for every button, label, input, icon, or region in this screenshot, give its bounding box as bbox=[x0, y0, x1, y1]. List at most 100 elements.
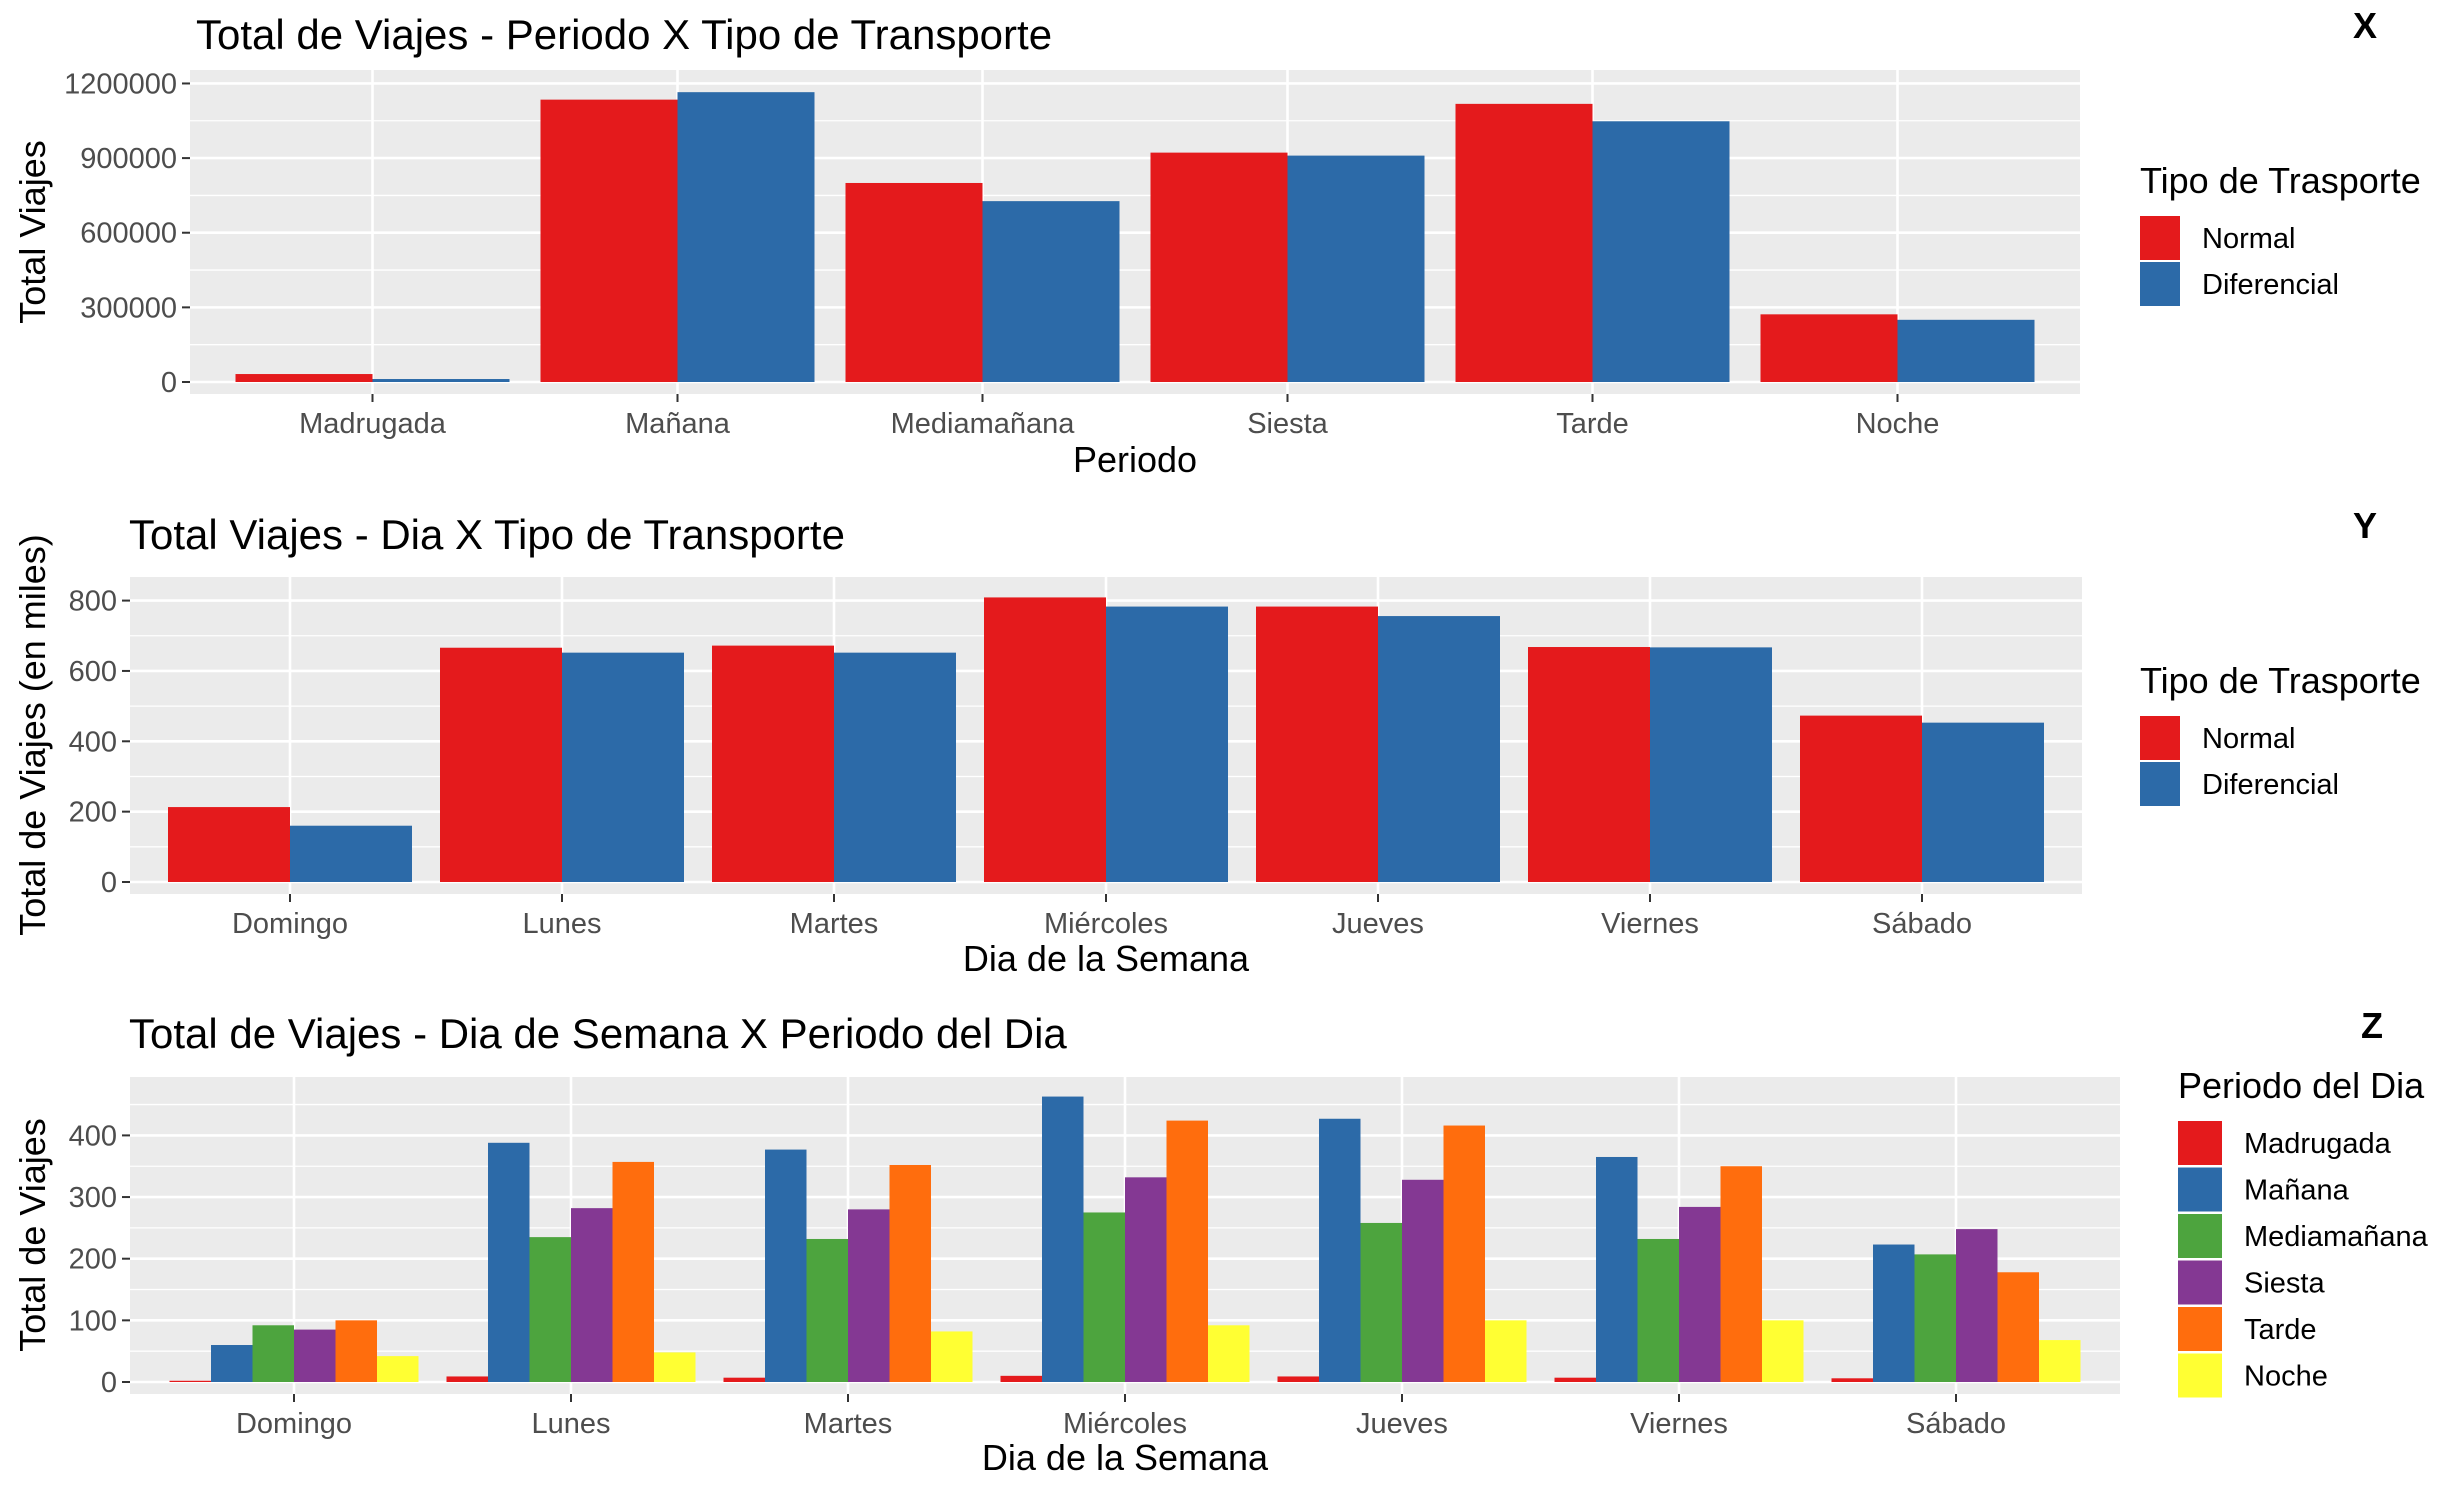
bar-madrugada-normal bbox=[235, 374, 373, 382]
legend-label-manana: Mañana bbox=[2244, 1175, 2350, 1207]
chart-title: Total de Viajes - Periodo X Tipo de Tran… bbox=[196, 11, 1052, 58]
bar-martes-mediamanana bbox=[806, 1238, 848, 1382]
bar-lunes-normal bbox=[440, 647, 562, 882]
x-axis-title: Dia de la Semana bbox=[963, 938, 1250, 979]
y-tick-label: 100 bbox=[69, 1305, 117, 1337]
legend: Periodo del Dia Madrugada Mañana Mediamaña… bbox=[2178, 1065, 2429, 1398]
x-tick-label-jueves: Jueves bbox=[1332, 908, 1424, 940]
bar-lunes-noche bbox=[654, 1352, 696, 1382]
bar-domingo-manana bbox=[211, 1345, 253, 1382]
panel-tag: Y bbox=[2353, 505, 2377, 546]
legend-label-diferencial: Diferencial bbox=[2202, 769, 2339, 801]
bars bbox=[235, 92, 2035, 383]
y-axis-ticks: 0 200 400 600 800 bbox=[69, 586, 130, 899]
legend-key-siesta bbox=[2178, 1260, 2222, 1305]
bar-jueves-mediamanana bbox=[1360, 1222, 1402, 1382]
chart-title: Total Viajes - Dia X Tipo de Transporte bbox=[129, 511, 845, 558]
bar-lunes-manana bbox=[488, 1142, 530, 1382]
bar-martes-madrugada bbox=[723, 1377, 765, 1382]
x-axis-title: Dia de la Semana bbox=[982, 1437, 1269, 1478]
bar-martes-manana bbox=[765, 1149, 807, 1382]
y-axis-title: Total de Viajes (en miles) bbox=[12, 534, 53, 936]
y-tick-label: 0 bbox=[161, 367, 177, 399]
bar-jueves-madrugada bbox=[1277, 1376, 1319, 1382]
x-tick-label-domingo: Domingo bbox=[232, 908, 348, 940]
legend-key-noche bbox=[2178, 1353, 2222, 1398]
y-axis-title: Total de Viajes bbox=[12, 1118, 53, 1352]
x-tick-label-lunes: Lunes bbox=[522, 908, 601, 940]
legend-label-tarde: Tarde bbox=[2244, 1314, 2317, 1346]
x-tick-label-miercoles: Miércoles bbox=[1063, 1408, 1187, 1440]
bar-lunes-siesta bbox=[571, 1208, 613, 1382]
bar-martes-normal bbox=[712, 645, 834, 882]
legend-key-normal bbox=[2140, 716, 2180, 760]
bar-sabado-madrugada bbox=[1831, 1378, 1873, 1382]
legend-label-siesta: Siesta bbox=[2244, 1268, 2325, 1300]
x-axis-ticks: Madrugada Mañana Mediamañana Siesta Tarde Noc… bbox=[299, 394, 1939, 440]
legend: Tipo de Trasporte Normal Diferencial bbox=[2140, 660, 2421, 806]
chart-dia-periodo: Total de Viajes - Dia de Semana X Period… bbox=[12, 1005, 2429, 1478]
bar-viernes-tarde bbox=[1720, 1166, 1762, 1382]
bar-martes-noche bbox=[931, 1331, 973, 1382]
y-axis-ticks: 0 100 200 300 400 bbox=[69, 1120, 130, 1399]
bar-miercoles-manana bbox=[1042, 1096, 1084, 1382]
bar-domingo-mediamanana bbox=[252, 1325, 294, 1382]
y-tick-label: 1200000 bbox=[64, 68, 177, 100]
bar-miercoles-diferencial bbox=[1106, 606, 1228, 882]
bar-sabado-manana bbox=[1873, 1244, 1915, 1382]
bar-lunes-mediamanana bbox=[529, 1237, 571, 1382]
bar-viernes-manana bbox=[1596, 1156, 1638, 1382]
chart-periodo-tipo: Total de Viajes - Periodo X Tipo de Tran… bbox=[12, 5, 2421, 480]
x-tick-label-miercoles: Miércoles bbox=[1044, 908, 1168, 940]
bar-miercoles-tarde bbox=[1166, 1120, 1208, 1382]
bar-domingo-normal bbox=[168, 807, 290, 882]
legend-key-diferencial bbox=[2140, 262, 2180, 306]
bar-tarde-normal bbox=[1455, 103, 1593, 383]
chart-dia-tipo: Total Viajes - Dia X Tipo de Transporte … bbox=[12, 505, 2421, 979]
y-tick-label: 400 bbox=[69, 726, 117, 758]
bar-domingo-madrugada bbox=[169, 1380, 211, 1382]
bar-miercoles-mediamanana bbox=[1083, 1212, 1125, 1382]
bar-jueves-noche bbox=[1485, 1320, 1527, 1382]
y-tick-label: 300 bbox=[69, 1182, 117, 1214]
bar-madrugada-diferencial bbox=[372, 379, 510, 382]
legend-label-madrugada: Madrugada bbox=[2244, 1128, 2392, 1160]
y-tick-label: 200 bbox=[69, 797, 117, 829]
y-tick-label: 600000 bbox=[80, 218, 177, 250]
bars bbox=[168, 597, 2044, 882]
y-axis-ticks: 0 300000 600000 900000 1200000 bbox=[64, 68, 190, 399]
bar-sabado-tarde bbox=[1997, 1272, 2039, 1382]
bar-siesta-normal bbox=[1150, 152, 1288, 382]
legend-key-mediamanana bbox=[2178, 1214, 2222, 1258]
bar-viernes-siesta bbox=[1679, 1206, 1721, 1382]
bar-sabado-noche bbox=[2039, 1340, 2081, 1382]
bar-viernes-madrugada bbox=[1554, 1377, 1596, 1382]
bar-jueves-siesta bbox=[1402, 1179, 1444, 1382]
bar-manana-normal bbox=[540, 99, 678, 382]
legend-label-normal: Normal bbox=[2202, 723, 2295, 755]
bar-jueves-diferencial bbox=[1378, 616, 1500, 882]
bar-sabado-diferencial bbox=[1922, 722, 2044, 882]
x-axis-ticks: Domingo Lunes Martes Miércoles Jueves Viernes… bbox=[236, 1394, 2006, 1440]
bar-sabado-mediamanana bbox=[1914, 1254, 1956, 1382]
legend-title: Tipo de Trasporte bbox=[2140, 160, 2421, 201]
legend-title: Tipo de Trasporte bbox=[2140, 660, 2421, 701]
x-axis-ticks: Domingo Lunes Martes Miércoles Jueves Viernes… bbox=[232, 894, 1972, 940]
bar-martes-siesta bbox=[848, 1209, 890, 1382]
bar-viernes-mediamanana bbox=[1637, 1238, 1679, 1382]
bar-sabado-siesta bbox=[1956, 1229, 1998, 1382]
panel-tag: X bbox=[2353, 5, 2377, 46]
bar-tarde-diferencial bbox=[1592, 121, 1730, 382]
bar-martes-tarde bbox=[889, 1164, 931, 1382]
bar-martes-diferencial bbox=[834, 652, 956, 882]
bar-jueves-normal bbox=[1256, 606, 1378, 882]
bar-mediamanana-normal bbox=[845, 182, 983, 382]
bar-viernes-diferencial bbox=[1650, 647, 1772, 882]
x-tick-label-tarde: Tarde bbox=[1556, 408, 1629, 440]
bar-manana-diferencial bbox=[677, 92, 815, 383]
legend-title: Periodo del Dia bbox=[2178, 1065, 2425, 1106]
x-tick-label-sabado: Sábado bbox=[1872, 908, 1972, 940]
x-tick-label-domingo: Domingo bbox=[236, 1408, 352, 1440]
x-tick-label-martes: Martes bbox=[804, 1408, 893, 1440]
legend-label-mediamanana: Mediamañana bbox=[2244, 1221, 2429, 1253]
